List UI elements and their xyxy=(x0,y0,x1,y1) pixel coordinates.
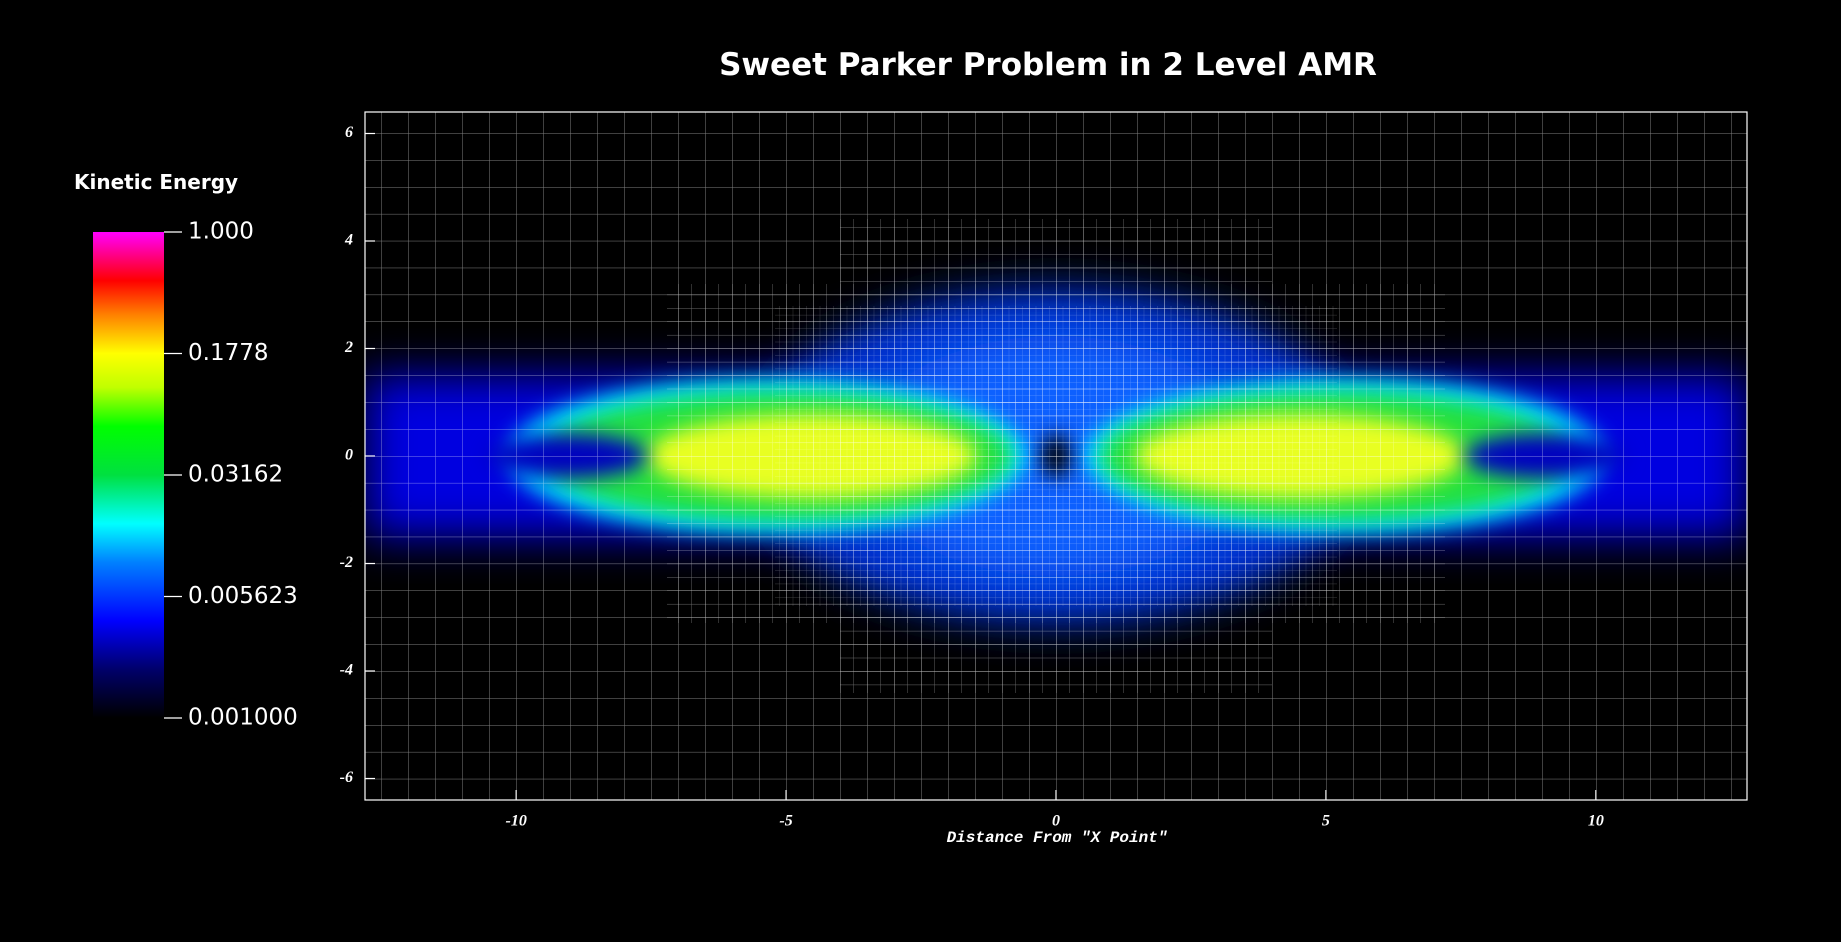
colorbar-tick-label: 0.005623 xyxy=(188,583,298,609)
amr-mesh xyxy=(364,111,1748,801)
x-tick-label: 10 xyxy=(1588,813,1604,830)
colorbar-tick-label: 0.001000 xyxy=(188,705,298,731)
x-tick-label: -5 xyxy=(779,813,792,830)
colorbar-tick-label: 0.1778 xyxy=(188,340,268,366)
colorbar-tick-label: 1.000 xyxy=(188,219,254,245)
y-tick-label: 2 xyxy=(344,339,353,356)
x-tick-label: -10 xyxy=(505,813,526,830)
y-tick-label: -4 xyxy=(340,662,353,679)
y-tick-label: -2 xyxy=(340,554,353,571)
y-tick-label: -6 xyxy=(340,769,353,786)
x-tick-label: 0 xyxy=(1052,813,1060,830)
x-tick-label: 5 xyxy=(1322,813,1330,830)
chart-title: Sweet Parker Problem in 2 Level AMR xyxy=(719,47,1377,83)
y-tick-label: 0 xyxy=(345,447,353,464)
x-axis-label: Distance From "X Point" xyxy=(947,829,1168,847)
y-tick-label: 4 xyxy=(344,232,353,249)
colorbar xyxy=(93,232,164,718)
y-tick-label: 6 xyxy=(345,124,353,141)
colorbar-label: Kinetic Energy xyxy=(74,170,238,194)
colorbar-tick-label: 0.03162 xyxy=(188,462,283,488)
